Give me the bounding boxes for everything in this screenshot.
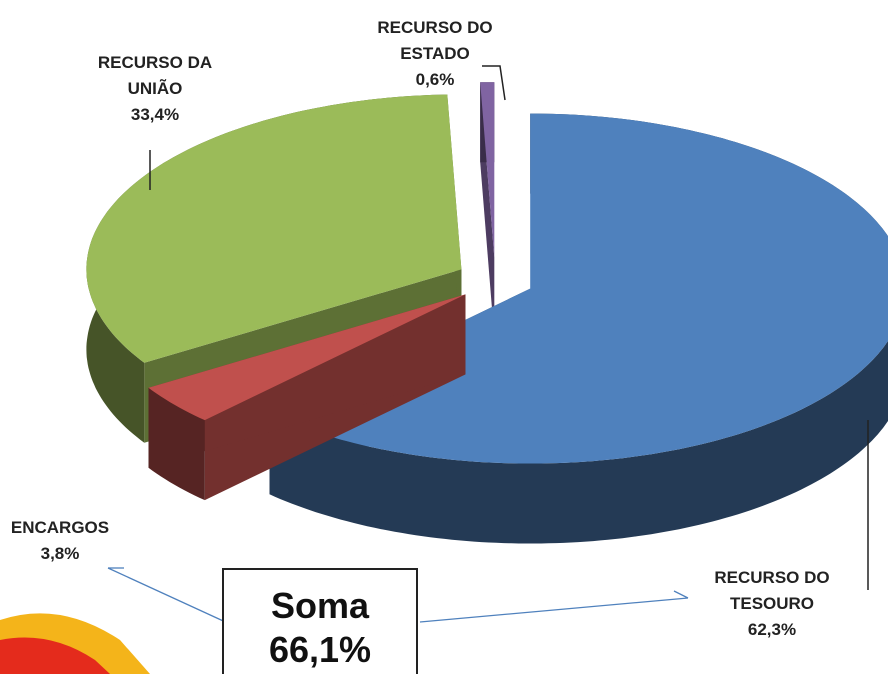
slice-label: RECURSO DA UNIÃO 33,4%: [70, 50, 240, 128]
category-label: RECURSO DO TESOURO: [714, 568, 830, 613]
arrows: [107, 567, 689, 626]
slice-side: [148, 294, 466, 468]
decoration: [0, 613, 150, 674]
value-label: 62,3%: [747, 620, 797, 639]
slice-label: RECURSO DO ESTADO 0,6%: [345, 15, 525, 93]
slice-wall: [148, 387, 205, 501]
category-label: RECURSO DO ESTADO: [377, 18, 493, 63]
leader-line: [482, 65, 506, 101]
slice: [148, 294, 466, 421]
slice-label: ENCARGOS 3,8%: [0, 515, 120, 567]
slice: [86, 94, 462, 363]
category-label: ENCARGOS: [10, 518, 110, 537]
annotation-value: 66,1%: [268, 629, 372, 670]
category-label: RECURSO DA UNIÃO: [97, 53, 213, 98]
pie: [86, 82, 888, 544]
value-label: 0,6%: [415, 70, 455, 89]
value-label: 3,8%: [40, 544, 80, 563]
slice-label: RECURSO DO TESOURO 62,3%: [672, 565, 872, 643]
arrow: [107, 567, 233, 626]
leaders: [149, 65, 869, 590]
arrow: [419, 597, 689, 623]
arrow-head: [673, 590, 689, 599]
annotation-box: Soma 66,1%: [222, 568, 418, 674]
slice: [480, 82, 495, 258]
value-label: 33,4%: [130, 105, 180, 124]
corner-decoration: [0, 637, 110, 674]
annotation-title: Soma: [270, 585, 370, 626]
